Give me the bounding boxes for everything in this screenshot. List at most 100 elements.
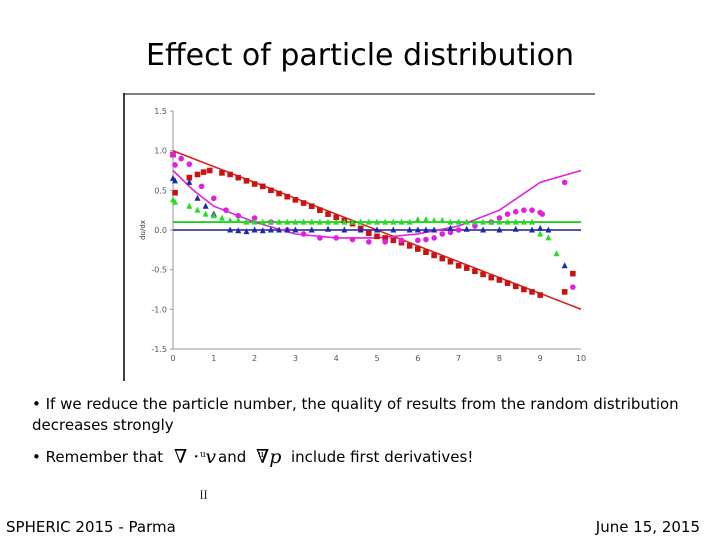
data-point-triangle [284,218,291,225]
data-point-square [480,271,486,278]
data-point-triangle [431,226,438,233]
data-point-circle [366,239,372,245]
data-point-triangle [447,218,454,225]
data-point-triangle [235,227,242,234]
data-point-triangle [406,218,413,225]
data-point-triangle [341,226,348,233]
data-point-triangle [292,226,299,233]
data-point-triangle [561,262,568,269]
data-point-triangle [172,198,179,205]
data-point-triangle [202,210,209,217]
data-point-square [561,289,568,295]
data-point-triangle [496,218,503,225]
footer-date: June 15, 2015 [595,518,700,536]
data-point-triangle [463,225,470,232]
data-point-square [382,235,388,241]
gradient-p-formula: u ∇p [256,446,282,468]
data-point-triangle [512,225,519,232]
data-points [170,151,576,298]
x-tick-label: 7 [456,354,461,363]
bullet-first-derivatives: • Remember that u ∐ ∇ · v and u ∇p includ… [32,437,692,500]
data-point-circle [170,151,176,158]
data-point-square [292,197,299,203]
chart-frame [123,93,595,381]
data-point-square [259,183,266,190]
x-tick-label: 3 [293,354,298,363]
data-point-circle [423,236,429,243]
bullet2-prefix: • Remember that [32,448,164,466]
footer-conference: SPHERIC 2015 - Parma [6,518,176,536]
data-point-circle [455,227,462,233]
data-point-triangle [357,226,364,233]
data-point-triangle [422,216,429,223]
y-tick-label: 1.0 [154,147,167,156]
data-point-circle [439,231,446,237]
data-point-circle [570,284,576,290]
data-point-circle [539,211,546,217]
y-tick-label: 1.5 [154,107,167,116]
data-point-triangle [406,226,413,233]
data-point-triangle [414,216,421,223]
data-point-triangle [414,226,421,233]
data-point-circle [447,229,454,236]
data-point-square [512,283,519,290]
data-point-triangle [390,218,397,225]
data-point-square [463,265,470,271]
data-point-triangle [259,227,266,234]
chart: 1.5 1.0 0.5 0.0 -0.5 -1.0 -1.5 0 1 2 3 4 5 6 7 8 9 10 du/d… [123,93,595,381]
data-point-triangle [512,218,519,225]
data-point-circle [415,237,421,244]
data-point-triangle [186,202,193,209]
tick-labels: 1.5 1.0 0.5 0.0 -0.5 -1.0 -1.50 1 2 3 4 5 6 7 8 9 10 du/d… [139,107,586,363]
data-point-triangle [545,234,552,241]
data-point-square [431,252,437,259]
data-point-triangle [545,226,552,233]
data-point-circle [251,215,258,221]
data-point-square [268,187,274,194]
divergence-v-formula: u ∐ ∇ · v [174,446,217,500]
data-point-square [537,292,543,298]
data-point-circle [186,161,193,167]
data-point-triangle [480,218,487,225]
data-point-triangle [553,250,560,257]
data-point-triangle [463,218,470,225]
data-point-triangle [382,218,389,225]
x-tick-label: 2 [252,354,257,363]
data-point-square [439,255,446,262]
data-point-square [447,258,454,265]
data-point-triangle [333,218,340,225]
data-point-square [308,203,315,209]
data-point-triangle [227,226,234,233]
data-point-circle [512,208,519,215]
data-point-triangle [316,218,323,225]
data-point-triangle [529,226,536,233]
data-point-square [219,170,225,176]
data-point-circle [382,239,388,245]
data-point-square [284,193,291,200]
data-point-circle [529,207,535,213]
data-point-square [455,262,462,269]
data-point-triangle [251,226,258,233]
data-point-circle [198,183,205,190]
data-point-circle [398,237,405,244]
data-point-triangle [172,177,179,184]
data-point-circle [235,212,242,219]
data-point-circle [472,223,478,229]
data-point-square [243,178,250,184]
data-point-triangle [227,216,234,223]
data-point-triangle [422,226,429,233]
data-point-square [227,171,233,178]
data-point-triangle [488,218,495,225]
data-point-triangle [341,218,348,225]
y-tick-label: -1.5 [151,345,167,354]
data-point-square [333,214,339,221]
data-point-square [415,246,421,252]
data-point-triangle [284,226,291,233]
data-point-triangle [186,178,193,185]
data-point-circle [521,207,527,213]
data-point-square [200,169,207,175]
data-point-triangle [308,218,315,225]
x-tick-label: 10 [576,354,586,363]
data-point-circle [504,211,511,217]
data-point-triangle [325,218,332,225]
